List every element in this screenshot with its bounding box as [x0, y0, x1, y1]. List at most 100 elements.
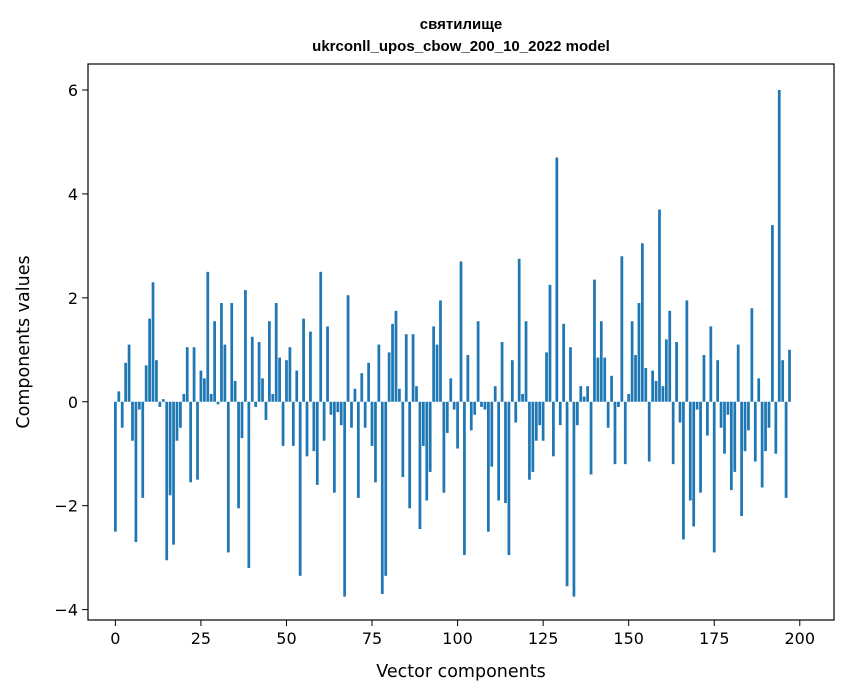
bar [661, 386, 665, 402]
bar [168, 401, 172, 496]
bar [377, 344, 381, 402]
bar [753, 401, 757, 462]
bar [425, 401, 429, 501]
bar [596, 357, 600, 402]
bar [644, 367, 648, 402]
bar [244, 290, 247, 402]
chart-title: святилище [420, 16, 502, 33]
bar [654, 380, 658, 402]
x-tick-label: 25 [191, 629, 211, 648]
bar [613, 401, 617, 465]
bar [620, 256, 624, 402]
bar [175, 401, 179, 441]
bar [634, 354, 637, 402]
bar [514, 401, 518, 423]
bar [743, 401, 747, 452]
bar [548, 284, 552, 402]
bar [685, 300, 689, 402]
bar [469, 401, 473, 431]
bar [510, 360, 514, 402]
bar [435, 344, 439, 402]
bar [473, 401, 477, 415]
bar [124, 362, 128, 402]
bar [209, 393, 213, 402]
bar [189, 401, 193, 483]
bar [716, 360, 720, 402]
bar [695, 401, 699, 410]
chart-subtitle: ukrconll_upos_cbow_200_10_2022 model [312, 38, 610, 55]
bar [740, 401, 743, 517]
bar [757, 378, 761, 402]
x-tick-label: 100 [442, 629, 473, 648]
bar [517, 258, 521, 402]
bar [206, 271, 210, 402]
bar [500, 342, 504, 402]
bar [240, 401, 244, 439]
bar [432, 326, 435, 402]
bar [322, 401, 326, 441]
bar [148, 318, 151, 402]
bar [442, 401, 446, 493]
bar [329, 401, 333, 415]
bar [599, 321, 603, 402]
bar [702, 354, 706, 402]
bar [131, 401, 134, 441]
bar [658, 209, 661, 402]
bar [483, 401, 487, 410]
bar [213, 321, 216, 402]
bar [706, 401, 709, 436]
bar [223, 344, 227, 402]
y-tick-label: 6 [68, 81, 78, 100]
y-axis-label: Components values [14, 255, 34, 428]
bar [524, 321, 528, 402]
bar [298, 401, 302, 576]
y-axis: −4 −2 0 2 4 6 [54, 81, 88, 620]
bar [408, 401, 412, 509]
bar [617, 401, 620, 407]
bar [586, 386, 589, 402]
bar [288, 347, 292, 402]
bar [384, 401, 388, 576]
bar [278, 357, 281, 402]
bar [671, 401, 675, 465]
bar [637, 303, 641, 402]
bar [141, 401, 145, 498]
bar [712, 401, 716, 553]
bar [788, 349, 791, 402]
bar [271, 393, 275, 402]
x-tick-label: 175 [699, 629, 730, 648]
bar [302, 318, 305, 402]
bar [254, 401, 258, 407]
x-tick-label: 75 [362, 629, 382, 648]
bar [531, 401, 535, 472]
x-tick-label: 150 [613, 629, 644, 648]
x-axis: 0 25 50 75 100 125 150 175 200 [110, 620, 815, 648]
bar [777, 89, 781, 402]
bar [623, 401, 627, 465]
bar [134, 401, 138, 543]
bar [182, 393, 186, 402]
bar [216, 401, 220, 405]
bar [343, 401, 347, 597]
bar [589, 401, 593, 475]
bar [179, 401, 182, 428]
bar [295, 370, 299, 402]
bar [771, 225, 774, 402]
bar [144, 365, 148, 402]
bar [199, 370, 203, 402]
bar [360, 373, 364, 402]
bar [579, 386, 583, 402]
bar [747, 401, 750, 431]
bar [315, 401, 319, 485]
y-tick-label: 4 [68, 185, 78, 204]
bar [678, 401, 682, 423]
bar [237, 401, 240, 509]
bar [692, 401, 696, 527]
bar [784, 401, 788, 498]
y-tick-label: −2 [54, 497, 78, 516]
bar [281, 401, 285, 446]
bar [421, 401, 425, 446]
y-tick-label: −4 [54, 601, 78, 620]
bar [374, 401, 377, 483]
